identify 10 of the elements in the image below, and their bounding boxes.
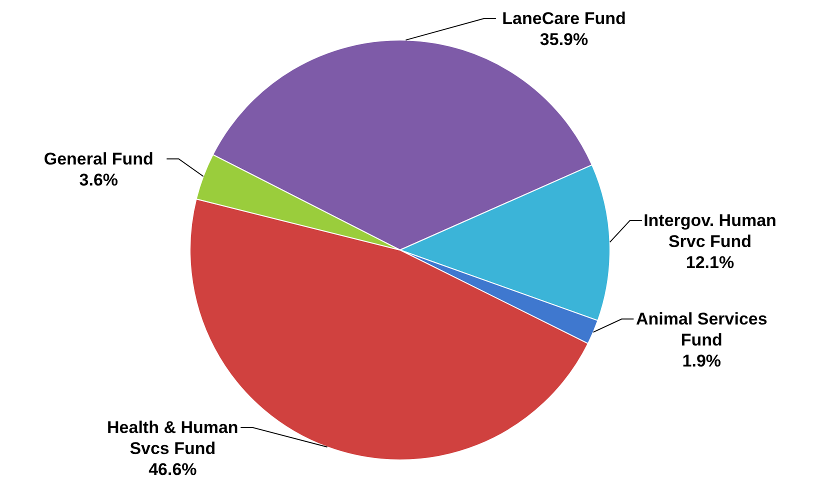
- slice-label: LaneCare Fund: [502, 9, 626, 28]
- data-label: 12.1%: [686, 252, 734, 272]
- slice-label: Intergov. Human Srvc Fund: [644, 210, 776, 251]
- data-label: 1.9%: [682, 352, 722, 371]
- slice-label: Animal Services Fund: [636, 310, 768, 350]
- slice-label: Health & Human Svcs Fund: [107, 418, 238, 458]
- slice-label: General Fund: [44, 149, 154, 168]
- data-label: 35.9%: [540, 30, 588, 49]
- data-label: 3.6%: [79, 170, 118, 190]
- data-label: 46.6%: [148, 460, 197, 479]
